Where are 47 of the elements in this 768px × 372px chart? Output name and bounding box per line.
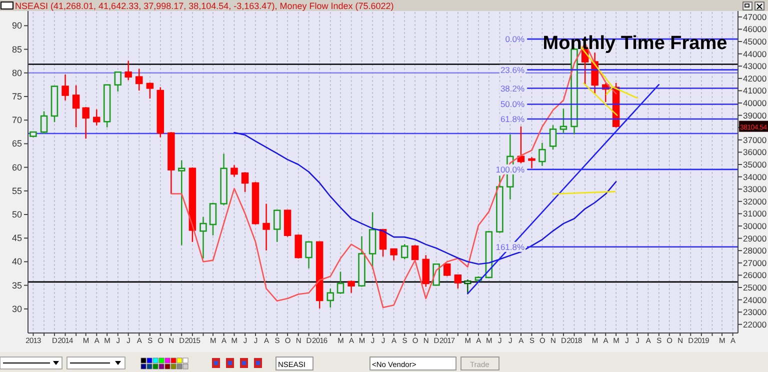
y2-tick-label: 22000 bbox=[743, 319, 767, 330]
y-tick-label: 90 bbox=[12, 20, 22, 31]
y2-tick-label: 34000 bbox=[743, 172, 767, 182]
y2-tick-label: 26000 bbox=[743, 270, 767, 280]
series-label: 100.0% bbox=[496, 164, 526, 174]
y2-tick-label: 45000 bbox=[743, 36, 767, 47]
y-tick-label: 65 bbox=[12, 138, 22, 149]
y2-tick-label: 28000 bbox=[743, 246, 767, 256]
y2-tick-label: 31000 bbox=[743, 208, 767, 219]
y2-tick-label: 30000 bbox=[743, 221, 767, 231]
y2-tick-label: 27000 bbox=[743, 258, 767, 268]
y-tick-label: 40 bbox=[12, 256, 22, 267]
y2-tick-label: 46000 bbox=[743, 24, 767, 34]
y2-tick-label: 37000 bbox=[743, 134, 767, 145]
series-label: 50.0% bbox=[500, 99, 526, 110]
y2-tick-label: 42000 bbox=[743, 73, 767, 84]
series-label: 161.8% bbox=[496, 242, 526, 252]
series-label: 38.2% bbox=[500, 83, 526, 94]
y-tick-label: 55 bbox=[12, 186, 22, 196]
y-tick-label: 85 bbox=[12, 44, 22, 54]
y2-tick-label: 47000 bbox=[743, 12, 767, 22]
y2-tick-label: 32000 bbox=[743, 196, 767, 206]
y-tick-label: 70 bbox=[12, 115, 22, 126]
series-label: 61.8% bbox=[500, 114, 526, 124]
y2-tick-label: 40000 bbox=[743, 98, 767, 108]
y-tick-label: 45 bbox=[12, 233, 22, 244]
y2-tick-label: 33000 bbox=[743, 184, 767, 194]
y2-tick-label: 25000 bbox=[743, 282, 767, 292]
chart-subtitle: NSEASI (41,268.01, 41,642.33, 37,998.17, 38,104.54, -3,163.47), Money Flow Index (75.6022) bbox=[15, 1, 394, 11]
y-tick-label: 30 bbox=[12, 304, 22, 314]
series-label: 23.6% bbox=[500, 64, 526, 75]
text: Monthly Time Frame bbox=[542, 33, 728, 54]
y2-tick-label: 24000 bbox=[743, 294, 767, 305]
y2-tick-label: 35000 bbox=[743, 160, 767, 170]
y2-tick-label: 36000 bbox=[743, 147, 767, 158]
series-label: 0.0% bbox=[505, 34, 526, 44]
y2-tick-label: 41000 bbox=[743, 86, 767, 96]
y-tick-label: 75 bbox=[12, 92, 22, 102]
y2-tick-label: 39000 bbox=[743, 110, 767, 120]
y-tick-label: 60 bbox=[12, 162, 22, 172]
y-tick-label: 35 bbox=[12, 280, 22, 290]
y-tick-label: 80 bbox=[12, 68, 22, 78]
y2-tick-label: 29000 bbox=[743, 233, 767, 244]
y-tick-label: 50 bbox=[12, 210, 22, 220]
y2-tick-label: 43000 bbox=[743, 61, 767, 72]
y2-tick-label: 23000 bbox=[743, 307, 767, 318]
y2-tick-label: 44000 bbox=[743, 48, 767, 59]
